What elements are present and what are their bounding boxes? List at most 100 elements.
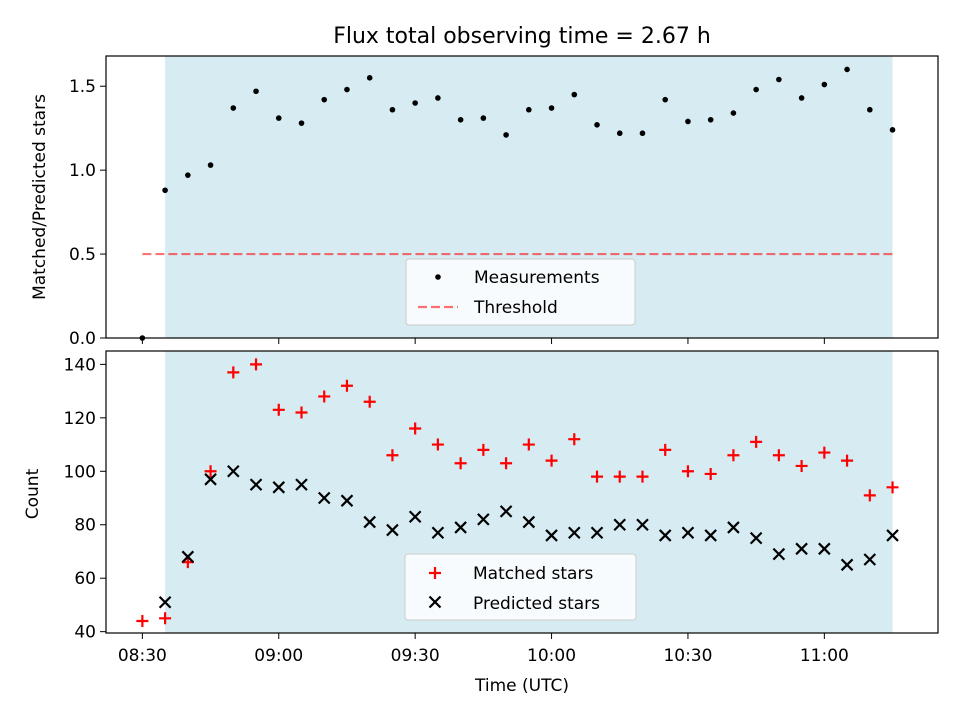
measurement-point [162,187,168,194]
measurement-point [480,115,487,121]
matched-star-point [500,457,513,470]
legend-predicted-label: Predicted stars [473,594,600,614]
bottom-ytick-label: 100 [64,462,96,482]
predicted-star-point [590,526,604,540]
measurement-point [412,100,418,106]
predicted-star-point [363,515,376,529]
measurement-point [275,115,282,121]
predicted-star-point [658,529,672,542]
predicted-star-point [454,521,467,534]
predicted-star-point [386,523,399,537]
matched-star-point [295,406,308,419]
top-legend-box [405,258,636,326]
top-axes-frame [105,55,939,339]
bottom-axes-frame [105,350,939,634]
predicted-star-point [249,478,263,491]
matched-star-point [477,443,490,456]
matched-star-point [704,467,717,480]
predicted-star-point [636,518,649,532]
bottom-ytick-label: 140 [64,355,96,375]
measurement-point [230,105,237,111]
top-ytick-label: 0.5 [69,245,96,265]
predicted-star-point [295,478,308,491]
measurement-point [889,127,896,133]
xtick-label: 08:30 [118,646,167,666]
matched-star-point [431,438,444,451]
measurement-point [457,116,464,123]
matched-star-point [340,379,353,392]
matched-star-point [727,449,740,462]
measurement-point [366,75,373,81]
measurement-point [571,91,578,98]
measurement-point [207,162,214,168]
predicted-star-point [840,558,854,572]
measurement-point [639,130,646,137]
predicted-star-point [818,542,831,556]
top-ytick-label: 0.0 [69,329,96,349]
measurement-point [594,122,600,128]
predicted-star-point [477,513,490,526]
predicted-star-point [681,526,695,540]
predicted-star-point [158,595,172,609]
matched-star-point [386,449,399,462]
predicted-star-point [227,465,240,478]
matched-star-point [227,366,240,379]
xtick-label: 09:00 [254,646,303,666]
bottom-legend-box [404,553,637,621]
measurement-point [185,172,191,178]
x-axis-label: Time (UTC) [474,676,569,696]
matched-star-point [659,443,672,456]
xtick-label: 10:30 [663,646,712,666]
measurement-point [503,132,509,138]
predicted-star-point [408,510,422,524]
predicted-star-point [317,491,331,505]
measurement-point [344,86,350,93]
predicted-star-point [545,529,558,542]
measurement-point [435,95,441,101]
matched-star-point [545,454,558,467]
predicted-star-point [568,526,581,540]
legend-predicted-marker [428,595,442,609]
bottom-y-axis-label: Count [23,468,43,519]
legend-threshold-label: Threshold [473,298,558,318]
matched-star-point [250,358,263,371]
predicted-star-point [522,515,536,529]
matched-star-point [454,457,467,470]
predicted-star-point [204,473,217,486]
matched-star-point [522,438,535,451]
top-legend: Measurements Threshold [405,258,636,326]
matched-star-point [318,390,331,403]
legend-measurements-marker [435,274,441,280]
measurement-point [753,86,759,93]
measurement-point [253,88,259,95]
bottom-ytick-label: 120 [64,409,96,429]
predicted-star-point [795,542,808,556]
bottom-panel: 40 60 80 100 120 140 08:30 09:00 09:30 10:00 10:30… [23,350,939,696]
matched-star-point [613,470,626,483]
predicted-star-point [431,526,445,540]
measurement-point [844,66,850,73]
measurement-point [321,96,328,103]
top-ytick-label: 1.0 [69,161,96,181]
predicted-star-point [340,494,354,507]
measurement-point [821,81,828,88]
measurement-point [707,116,714,123]
xtick-label: 10:00 [527,646,576,666]
predicted-star-point [727,521,740,534]
predicted-star-point [772,547,786,561]
matched-star-point [636,470,649,483]
predicted-star-point [272,481,286,494]
bottom-ytick-label: 60 [74,569,96,589]
bottom-legend: Matched stars Predicted stars [404,553,637,621]
matched-star-point [841,454,854,467]
measurement-point [526,106,532,113]
matched-star-point [363,395,376,408]
legend-matched-marker [429,567,441,579]
measurement-point [685,118,691,125]
top-ytick-label: 1.5 [69,77,96,97]
matched-star-point [681,465,694,478]
top-panel: 0.0 0.5 1.0 1.5 Matched/Predicted stars Mea… [30,55,939,349]
matched-star-point [750,435,763,448]
xtick-label: 09:30 [391,646,440,666]
